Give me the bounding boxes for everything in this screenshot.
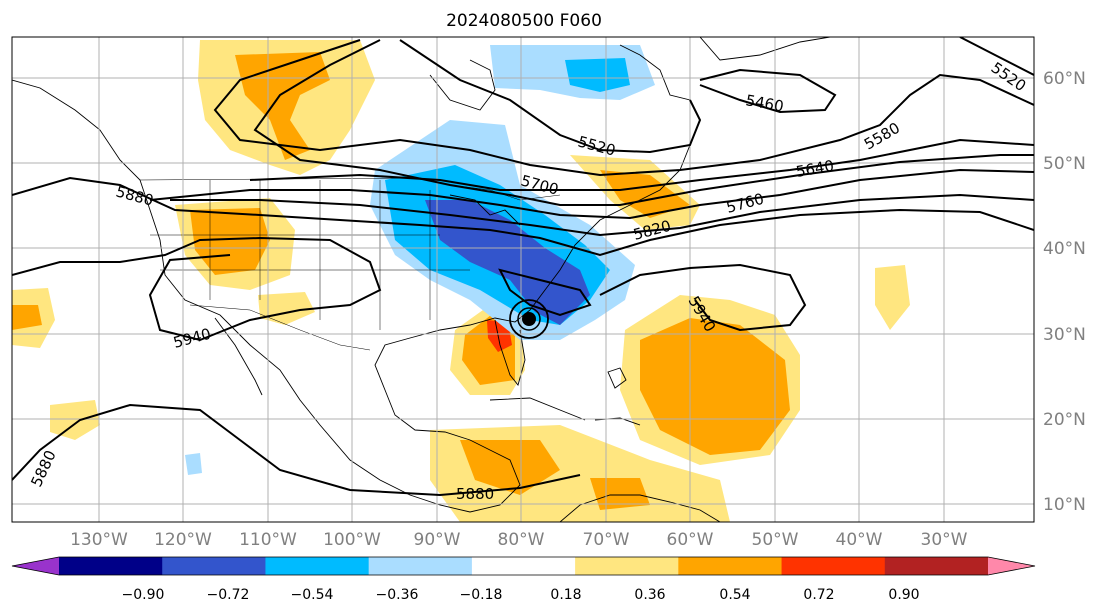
contour-5880-south (12, 403, 581, 497)
contour-5640 (249, 138, 1034, 191)
colorbar-tick: −0.36 (376, 587, 419, 603)
lat-label: 60°N (1043, 69, 1086, 89)
colorbar-extend-max (988, 557, 1035, 575)
colorbar-outline (11, 556, 1036, 576)
colorbar-segment (884, 557, 989, 575)
positive-anomaly-shading (12, 40, 910, 522)
hurricane-icon (522, 312, 536, 326)
colorbar-extend-min (12, 557, 59, 575)
colorbar-tick: 0.54 (719, 587, 750, 603)
longitude-axis-labels: 130°W 120°W 110°W 100°W 90°W 80°W 70°W 6… (70, 530, 968, 550)
latitude-axis-labels: 60°N 50°N 40°N 30°N 20°N 10°N (1043, 69, 1086, 515)
colorbar-tick: 0.90 (888, 587, 919, 603)
colorbar: −0.90 −0.72 −0.54 −0.36 −0.18 0.18 0.36 … (11, 556, 1036, 603)
contour-5520-east (959, 37, 1034, 76)
colorbar-tick: 0.18 (550, 587, 581, 603)
colorbar-segment (265, 557, 370, 575)
coast-hudson (429, 59, 496, 111)
colorbar-segment (575, 557, 679, 575)
contour-5940 (12, 236, 382, 342)
colorbar-segment (471, 557, 576, 575)
shade-pacific-blue (185, 453, 202, 475)
contour-5940-east (599, 263, 807, 332)
coast-south-america (559, 494, 721, 522)
lat-label: 40°N (1043, 239, 1086, 259)
map-title: 2024080500 F060 (446, 11, 602, 31)
shade-midwest-dark (425, 200, 590, 325)
storm-marker (509, 299, 549, 339)
lon-label: 110°W (239, 530, 297, 550)
lon-label: 90°W (414, 530, 461, 550)
border-us-mexico (189, 304, 371, 351)
storm-ring-inner (517, 307, 541, 331)
height-contours (12, 37, 1034, 497)
contour-5700 (253, 39, 1034, 206)
colorbar-tick: −0.54 (291, 587, 334, 603)
shade-newfoundland-orange (600, 170, 690, 218)
colorbar-segment (781, 557, 886, 575)
shade-atlantic-orange (640, 318, 790, 455)
contour-5880 (12, 176, 1034, 257)
lat-label: 30°N (1043, 325, 1086, 345)
lon-label: 70°W (583, 530, 630, 550)
shade-pacific2 (50, 400, 100, 440)
shade-caribbean-orange (460, 440, 560, 495)
map-panel: 5520 5460 5520 5580 5640 5700 5760 5820 … (12, 37, 1034, 522)
colorbar-tick: −0.72 (207, 587, 250, 603)
contour-5580 (213, 39, 1034, 177)
colorbar-segment (368, 557, 473, 575)
coast-baja (214, 317, 263, 396)
shade-caribbean-orange2 (590, 478, 650, 510)
shade-east-atl (875, 265, 910, 330)
colorbar-tick-labels: −0.90 −0.72 −0.54 −0.36 −0.18 0.18 0.36 … (122, 587, 920, 603)
lon-label: 80°W (498, 530, 545, 550)
colorbar-tick: −0.90 (122, 587, 165, 603)
lon-label: 30°W (921, 530, 968, 550)
map-frame (11, 36, 1035, 523)
lon-label: 40°W (836, 530, 883, 550)
contour-5460 (699, 68, 837, 114)
contour-5940-loop (498, 268, 592, 317)
contour-5820 (170, 193, 1034, 237)
contour-label: 5880 (456, 485, 494, 503)
lon-label: 60°W (667, 530, 714, 550)
contour-5520 (399, 39, 702, 154)
lon-label: 130°W (70, 530, 128, 550)
lon-label: 120°W (154, 530, 212, 550)
coast-greatlakes (449, 194, 521, 226)
colorbar-segment (59, 557, 163, 575)
colorbar-segment (678, 557, 783, 575)
colorbar-segment (162, 557, 266, 575)
negative-anomaly-shading (185, 45, 655, 475)
coast-cuba (489, 397, 586, 421)
colorbar-tick: 0.36 (634, 587, 665, 603)
contour-5760 (149, 168, 1034, 220)
coast-florida (494, 319, 526, 386)
lon-label: 50°W (752, 530, 799, 550)
lon-label: 100°W (323, 530, 381, 550)
coastlines (12, 37, 831, 522)
colorbar-tick: −0.18 (460, 587, 503, 603)
shade-sw-small (258, 292, 315, 325)
colorbar-tick: 0.72 (803, 587, 834, 603)
coast-north-america (12, 44, 701, 513)
storm-ring-outer (509, 299, 549, 339)
coast-island-bermuda (607, 367, 627, 389)
lat-label: 20°N (1043, 410, 1086, 430)
shade-pacific-orange (12, 305, 42, 330)
lat-label: 50°N (1043, 154, 1086, 174)
shade-labrador-blue (565, 58, 630, 92)
lat-label: 10°N (1043, 495, 1086, 515)
colorbar-segments (12, 557, 1035, 575)
coast-greenland (699, 37, 831, 61)
